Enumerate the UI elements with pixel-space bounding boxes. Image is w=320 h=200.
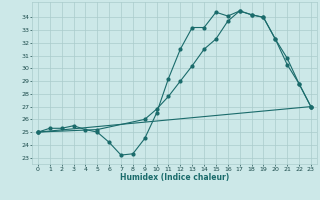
- X-axis label: Humidex (Indice chaleur): Humidex (Indice chaleur): [120, 173, 229, 182]
